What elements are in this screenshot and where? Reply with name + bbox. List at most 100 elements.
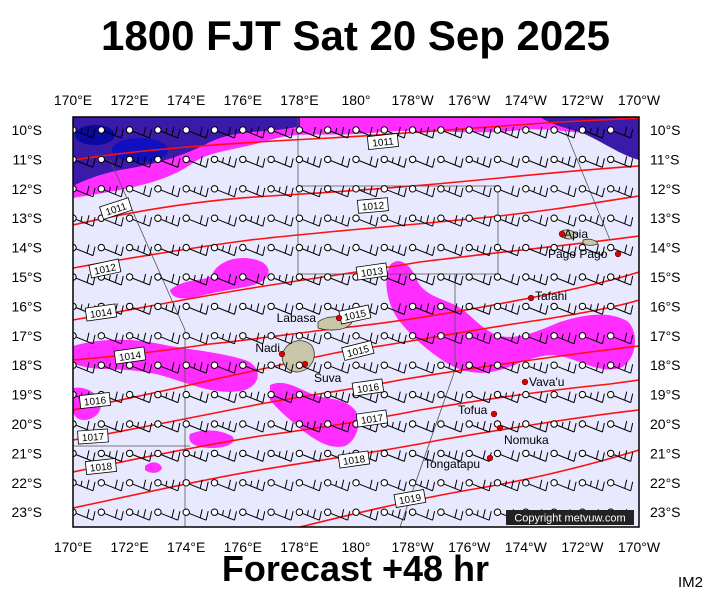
place-name: Pago Pago [548,247,608,261]
wind-barb [408,243,436,257]
wind-barb [437,508,464,521]
wind-barb [465,302,492,315]
wind-barb [493,155,520,168]
place-name: Vava'u [529,375,564,389]
wind-barb [437,479,464,492]
isobar-value: 1011 [372,136,395,149]
wind-barb [578,361,605,374]
isobar-value: 1017 [360,413,384,427]
wind-barb [154,420,181,433]
lat-label-left: 22°S [11,475,42,491]
wind-barb [607,361,634,374]
chart-title: 1800 FJT Sat 20 Sep 2025 [101,12,610,59]
wind-barb [324,479,351,492]
lat-label-right: 17°S [650,328,681,344]
wind-barb [578,332,605,345]
wind-barb [522,155,549,168]
wind-barb [295,449,322,462]
lat-label-right: 18°S [650,357,681,373]
wind-barb [380,479,407,492]
wind-barb [522,449,549,462]
wind-barb [154,126,181,139]
place-name: Suva [314,371,342,385]
lat-label-right: 23°S [650,504,681,520]
lon-label-top: 174°W [505,92,548,108]
wind-barb [607,273,634,286]
wind-barb [465,508,492,521]
wind-barb [154,214,181,227]
place-name: Apia [564,227,588,241]
lon-label-bottom: 172°E [110,539,148,555]
wind-barb [550,361,577,374]
lon-label-top: 178°E [280,92,318,108]
lat-label-left: 11°S [13,151,42,167]
wind-barb [437,332,464,345]
wind-barb [295,155,322,168]
isobar-value: 1015 [346,344,371,360]
place-marker [335,314,343,322]
wind-barb [578,126,605,139]
axis-labels: 170°E 170°E 172°E 172°E 174°E 174°E 176°E 176°E… [11,92,680,555]
wind-barb [97,508,124,521]
wind-barb [295,214,322,227]
lon-label-top: 170°E [54,92,92,108]
wind-barb [380,449,407,462]
lon-label-bottom: 170°E [54,539,92,555]
wind-barb [210,420,237,433]
isobar-value: 1017 [82,432,105,445]
wind-barb [295,126,322,139]
wind-barb [239,449,266,462]
wind-barb [578,214,605,227]
wind-barb [550,214,577,227]
wind-barb [267,185,294,198]
wind-barb [154,155,181,168]
wind-barb [210,243,237,257]
wind-barb [550,332,577,345]
wind-barb [607,332,634,345]
wind-barb [182,361,209,374]
wind-barb [437,155,464,168]
wind-barb [493,126,520,139]
wind-barb [437,390,464,404]
isobar-value: 1015 [343,308,367,323]
isobar-label: 1014 [113,346,147,365]
wind-barb [125,273,153,286]
wind-barb [182,302,209,315]
wind-barb [97,185,124,198]
wind-barb [408,449,436,462]
wind-barb [267,214,294,227]
wind-barb [239,390,266,404]
place-marker [301,360,309,368]
wind-barb [324,508,351,521]
place-name: Tongatapu [424,457,480,471]
place-marker [278,350,286,358]
wind-barb [578,449,605,462]
wind-barb [607,390,634,404]
wind-barb [380,155,407,168]
wind-barb [295,273,322,286]
wind-barb [125,420,153,433]
wind-barb [324,332,351,345]
wind-barb [408,508,436,521]
lon-label-top: 174°E [167,92,205,108]
isobar-label: 1019 [393,489,427,508]
wind-barb [125,479,153,492]
wind-barb [239,185,266,198]
wind-barb [295,390,322,404]
isobar-value: 1018 [342,454,366,468]
wind-barb [522,243,549,257]
lat-label-left: 14°S [11,240,42,256]
wind-barb [125,390,153,404]
wind-barb [522,126,549,139]
wind-barb [550,449,577,462]
lon-label-top: 176°E [224,92,262,108]
lat-label-right: 21°S [650,445,681,461]
wind-barb [154,302,181,315]
wind-barb [408,479,436,492]
lat-label-right: 14°S [650,240,681,256]
wind-barb [182,155,209,168]
wind-barb [210,126,237,139]
lat-label-left: 17°S [11,328,42,344]
wind-barb [437,185,464,198]
wind-barb [324,243,351,257]
